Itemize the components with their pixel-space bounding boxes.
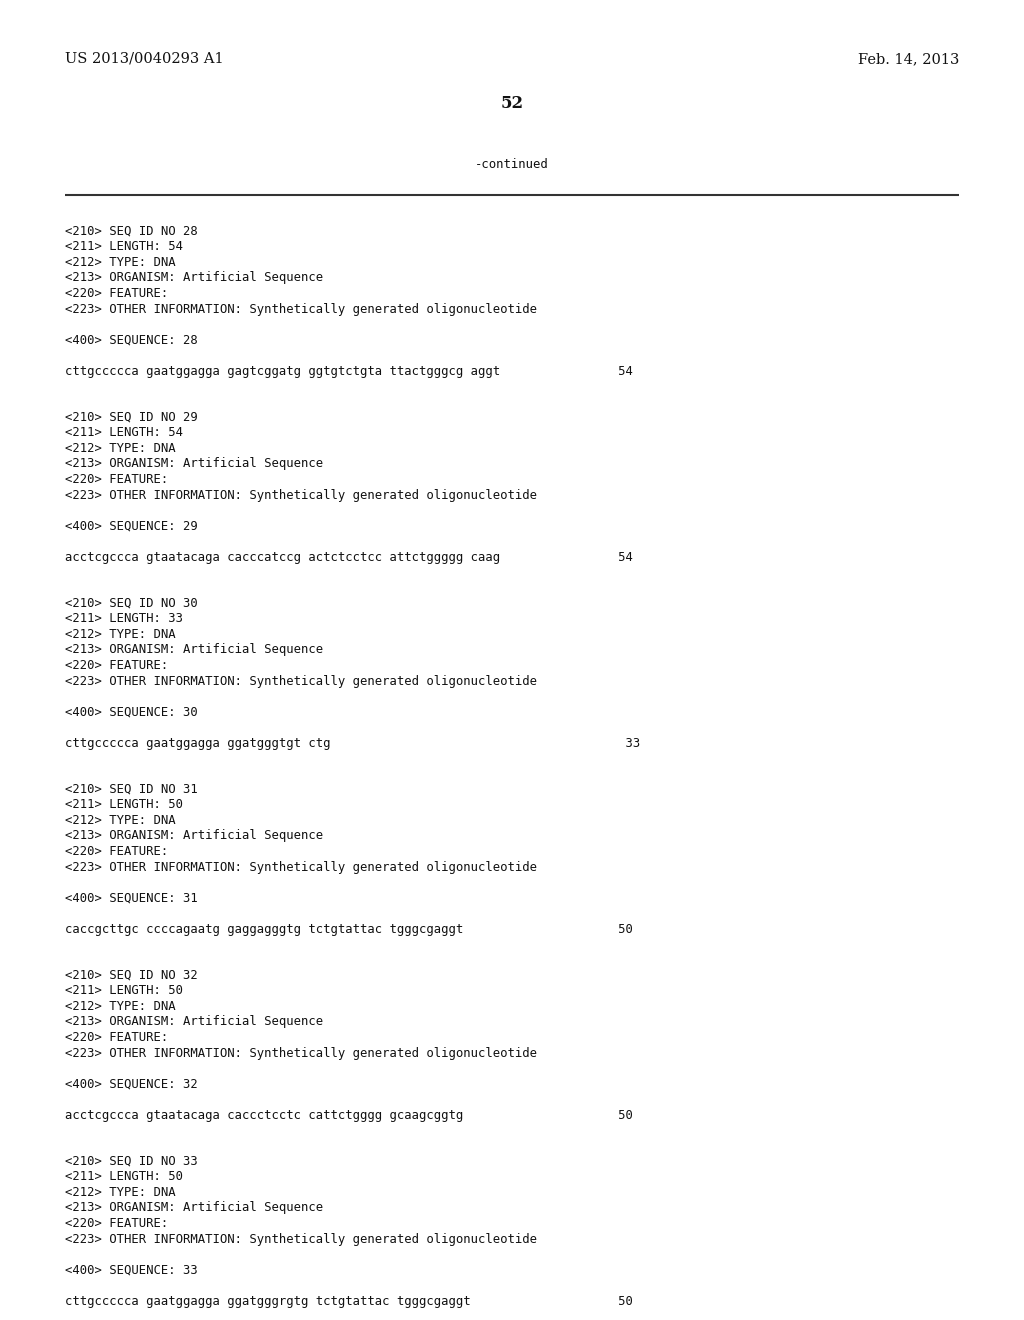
Text: <213> ORGANISM: Artificial Sequence: <213> ORGANISM: Artificial Sequence — [65, 1015, 324, 1028]
Text: <211> LENGTH: 33: <211> LENGTH: 33 — [65, 612, 183, 626]
Text: <213> ORGANISM: Artificial Sequence: <213> ORGANISM: Artificial Sequence — [65, 644, 324, 656]
Text: <400> SEQUENCE: 28: <400> SEQUENCE: 28 — [65, 334, 198, 346]
Text: <400> SEQUENCE: 29: <400> SEQUENCE: 29 — [65, 520, 198, 532]
Text: cttgccccca gaatggagga ggatgggrgtg tctgtattac tgggcgaggt                    50: cttgccccca gaatggagga ggatgggrgtg tctgta… — [65, 1295, 633, 1308]
Text: <210> SEQ ID NO 28: <210> SEQ ID NO 28 — [65, 224, 198, 238]
Text: cttgccccca gaatggagga ggatgggtgt ctg                                        33: cttgccccca gaatggagga ggatgggtgt ctg 33 — [65, 737, 640, 750]
Text: <220> FEATURE:: <220> FEATURE: — [65, 286, 168, 300]
Text: caccgcttgc ccccagaatg gaggagggtg tctgtattac tgggcgaggt                     50: caccgcttgc ccccagaatg gaggagggtg tctgtat… — [65, 923, 633, 936]
Text: <211> LENGTH: 50: <211> LENGTH: 50 — [65, 799, 183, 812]
Text: acctcgccca gtaatacaga caccctcctc cattctgggg gcaagcggtg                     50: acctcgccca gtaatacaga caccctcctc cattctg… — [65, 1109, 633, 1122]
Text: <212> TYPE: DNA: <212> TYPE: DNA — [65, 256, 176, 269]
Text: <220> FEATURE:: <220> FEATURE: — [65, 1217, 168, 1230]
Text: 52: 52 — [501, 95, 523, 112]
Text: acctcgccca gtaatacaga cacccatccg actctcctcc attctggggg caag                54: acctcgccca gtaatacaga cacccatccg actctcc… — [65, 550, 633, 564]
Text: <220> FEATURE:: <220> FEATURE: — [65, 1031, 168, 1044]
Text: <212> TYPE: DNA: <212> TYPE: DNA — [65, 442, 176, 455]
Text: <212> TYPE: DNA: <212> TYPE: DNA — [65, 1185, 176, 1199]
Text: US 2013/0040293 A1: US 2013/0040293 A1 — [65, 51, 223, 66]
Text: Feb. 14, 2013: Feb. 14, 2013 — [858, 51, 959, 66]
Text: <210> SEQ ID NO 29: <210> SEQ ID NO 29 — [65, 411, 198, 424]
Text: <210> SEQ ID NO 31: <210> SEQ ID NO 31 — [65, 783, 198, 796]
Text: <223> OTHER INFORMATION: Synthetically generated oligonucleotide: <223> OTHER INFORMATION: Synthetically g… — [65, 488, 537, 502]
Text: <213> ORGANISM: Artificial Sequence: <213> ORGANISM: Artificial Sequence — [65, 272, 324, 285]
Text: <210> SEQ ID NO 30: <210> SEQ ID NO 30 — [65, 597, 198, 610]
Text: <212> TYPE: DNA: <212> TYPE: DNA — [65, 628, 176, 642]
Text: <211> LENGTH: 50: <211> LENGTH: 50 — [65, 985, 183, 998]
Text: <223> OTHER INFORMATION: Synthetically generated oligonucleotide: <223> OTHER INFORMATION: Synthetically g… — [65, 861, 537, 874]
Text: <210> SEQ ID NO 33: <210> SEQ ID NO 33 — [65, 1155, 198, 1168]
Text: <223> OTHER INFORMATION: Synthetically generated oligonucleotide: <223> OTHER INFORMATION: Synthetically g… — [65, 1047, 537, 1060]
Text: -continued: -continued — [475, 158, 549, 172]
Text: <223> OTHER INFORMATION: Synthetically generated oligonucleotide: <223> OTHER INFORMATION: Synthetically g… — [65, 302, 537, 315]
Text: <400> SEQUENCE: 30: <400> SEQUENCE: 30 — [65, 705, 198, 718]
Text: <220> FEATURE:: <220> FEATURE: — [65, 659, 168, 672]
Text: <210> SEQ ID NO 32: <210> SEQ ID NO 32 — [65, 969, 198, 982]
Text: <223> OTHER INFORMATION: Synthetically generated oligonucleotide: <223> OTHER INFORMATION: Synthetically g… — [65, 675, 537, 688]
Text: cttgccccca gaatggagga gagtcggatg ggtgtctgta ttactgggcg aggt                54: cttgccccca gaatggagga gagtcggatg ggtgtct… — [65, 364, 633, 378]
Text: <211> LENGTH: 50: <211> LENGTH: 50 — [65, 1171, 183, 1184]
Text: <211> LENGTH: 54: <211> LENGTH: 54 — [65, 426, 183, 440]
Text: <211> LENGTH: 54: <211> LENGTH: 54 — [65, 240, 183, 253]
Text: <213> ORGANISM: Artificial Sequence: <213> ORGANISM: Artificial Sequence — [65, 1201, 324, 1214]
Text: <223> OTHER INFORMATION: Synthetically generated oligonucleotide: <223> OTHER INFORMATION: Synthetically g… — [65, 1233, 537, 1246]
Text: <212> TYPE: DNA: <212> TYPE: DNA — [65, 814, 176, 828]
Text: <400> SEQUENCE: 32: <400> SEQUENCE: 32 — [65, 1077, 198, 1090]
Text: <400> SEQUENCE: 31: <400> SEQUENCE: 31 — [65, 891, 198, 904]
Text: <213> ORGANISM: Artificial Sequence: <213> ORGANISM: Artificial Sequence — [65, 829, 324, 842]
Text: <213> ORGANISM: Artificial Sequence: <213> ORGANISM: Artificial Sequence — [65, 458, 324, 470]
Text: <212> TYPE: DNA: <212> TYPE: DNA — [65, 1001, 176, 1012]
Text: <220> FEATURE:: <220> FEATURE: — [65, 473, 168, 486]
Text: <220> FEATURE:: <220> FEATURE: — [65, 845, 168, 858]
Text: <400> SEQUENCE: 33: <400> SEQUENCE: 33 — [65, 1263, 198, 1276]
